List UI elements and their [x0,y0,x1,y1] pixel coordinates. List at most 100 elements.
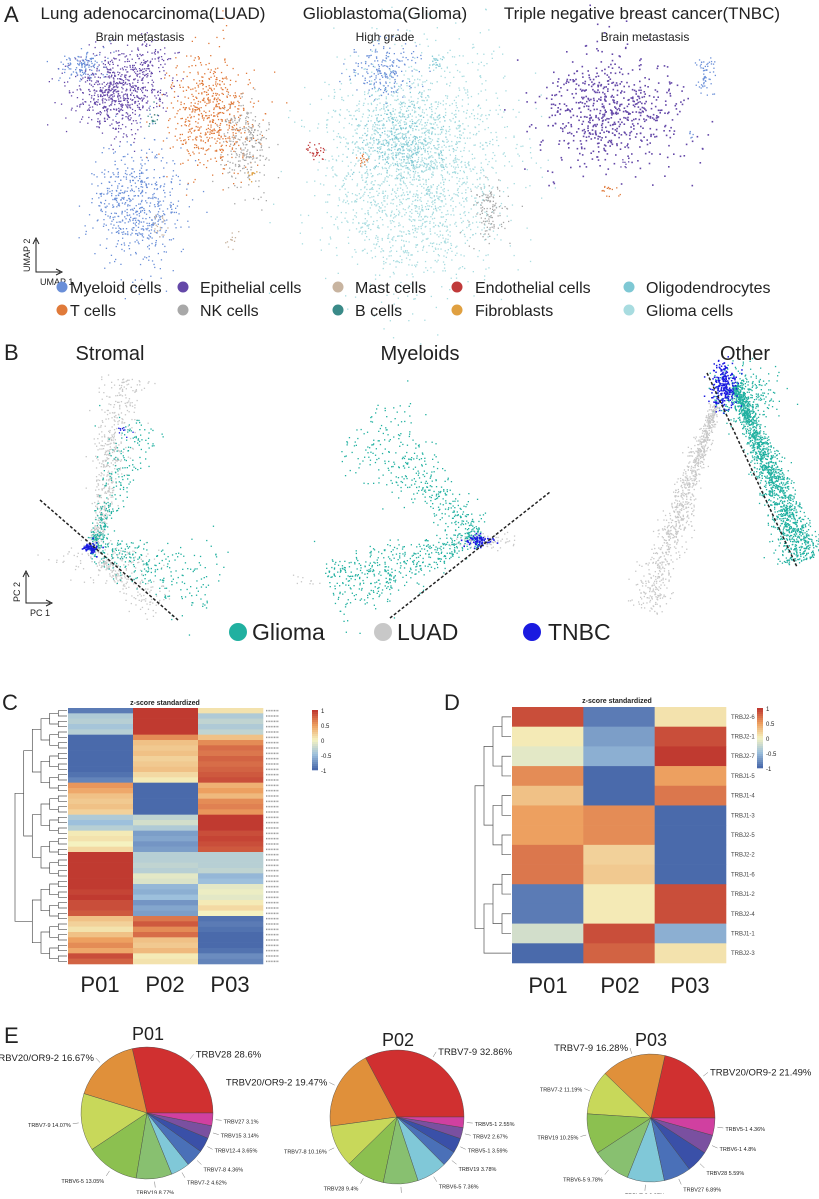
scatter-point [126,174,127,175]
scatter-point [251,181,252,182]
scatter-point [489,243,490,244]
scatter-point [450,154,451,155]
scatter-point [477,106,478,107]
scatter-point [389,75,390,76]
scatter-point [112,101,113,102]
scatter-point [159,57,160,58]
scatter-point [105,99,106,100]
scatter-point [107,58,108,59]
scatter-point [370,202,371,203]
scatter-point [353,115,354,116]
scatter-point [480,172,481,173]
scatter-point [226,78,227,79]
scatter-point [126,55,127,56]
scatter-point [327,167,328,168]
scatter-point [105,211,106,212]
scatter-point [237,101,238,102]
scatter-point [420,220,421,221]
scatter-point [268,159,269,160]
scatter-point [324,82,325,83]
scatter-point [225,62,226,63]
scatter-point [196,136,197,137]
scatter-point [414,111,415,112]
scatter-point [85,59,86,60]
scatter-point [448,190,449,191]
scatter-point [249,79,250,80]
scatter-point [369,55,370,56]
scatter-point [385,101,386,102]
scatter-point [82,92,83,93]
scatter-point [202,83,203,84]
scatter-point [310,152,311,153]
scatter-point [488,218,489,219]
scatter-point [238,164,239,165]
scatter-point [118,93,119,94]
scatter-point [328,243,329,244]
scatter-point [465,199,466,200]
scatter-point [343,63,344,64]
scatter-point [320,147,321,148]
scatter-point [109,125,110,126]
scatter-point [480,119,481,120]
scatter-point [115,89,116,90]
scatter-point [207,131,208,132]
scatter-point [124,164,125,165]
scatter-point [395,193,396,194]
scatter-point [504,228,505,229]
scatter-point [426,131,427,132]
scatter-point [197,165,198,166]
scatter-point [138,227,139,228]
scatter-point [364,186,365,187]
scatter-point [155,244,156,245]
scatter-point [149,230,150,231]
scatter-point [153,82,154,83]
scatter-point [371,250,372,251]
scatter-point [170,195,171,196]
scatter-point [358,161,359,162]
scatter-point [481,189,482,190]
scatter-point [455,150,456,151]
scatter-point [446,131,447,132]
scatter-point [442,179,443,180]
scatter-point [194,144,195,145]
scatter-point [219,80,220,81]
scatter-point [428,13,429,14]
scatter-point [489,216,490,217]
scatter-point [238,130,239,131]
scatter-point [104,67,105,68]
scatter-point [151,84,152,85]
scatter-point [435,248,436,249]
scatter-point [235,129,236,130]
scatter-point [163,186,164,187]
scatter-point [125,126,126,127]
scatter-point [127,209,128,210]
scatter-point [414,58,415,59]
scatter-point [427,142,428,143]
scatter-point [233,151,234,152]
scatter-point [189,72,190,73]
scatter-point [217,116,218,117]
scatter-point [447,227,448,228]
scatter-point [102,92,103,93]
scatter-point [256,158,257,159]
scatter-point [197,122,198,123]
scatter-point [202,115,203,116]
scatter-point [402,113,403,114]
scatter-point [395,184,396,185]
scatter-point [442,161,443,162]
scatter-point [223,94,224,95]
scatter-point [163,167,164,168]
scatter-point [140,64,141,65]
scatter-point [431,109,432,110]
scatter-point [421,193,422,194]
scatter-point [480,142,481,143]
scatter-point [363,154,364,155]
scatter-point [420,161,421,162]
scatter-point [112,94,113,95]
scatter-point [123,231,124,232]
scatter-point [426,109,427,110]
scatter-point [62,69,63,70]
scatter-point [456,128,457,129]
scatter-point [123,84,124,85]
scatter-point [483,170,484,171]
